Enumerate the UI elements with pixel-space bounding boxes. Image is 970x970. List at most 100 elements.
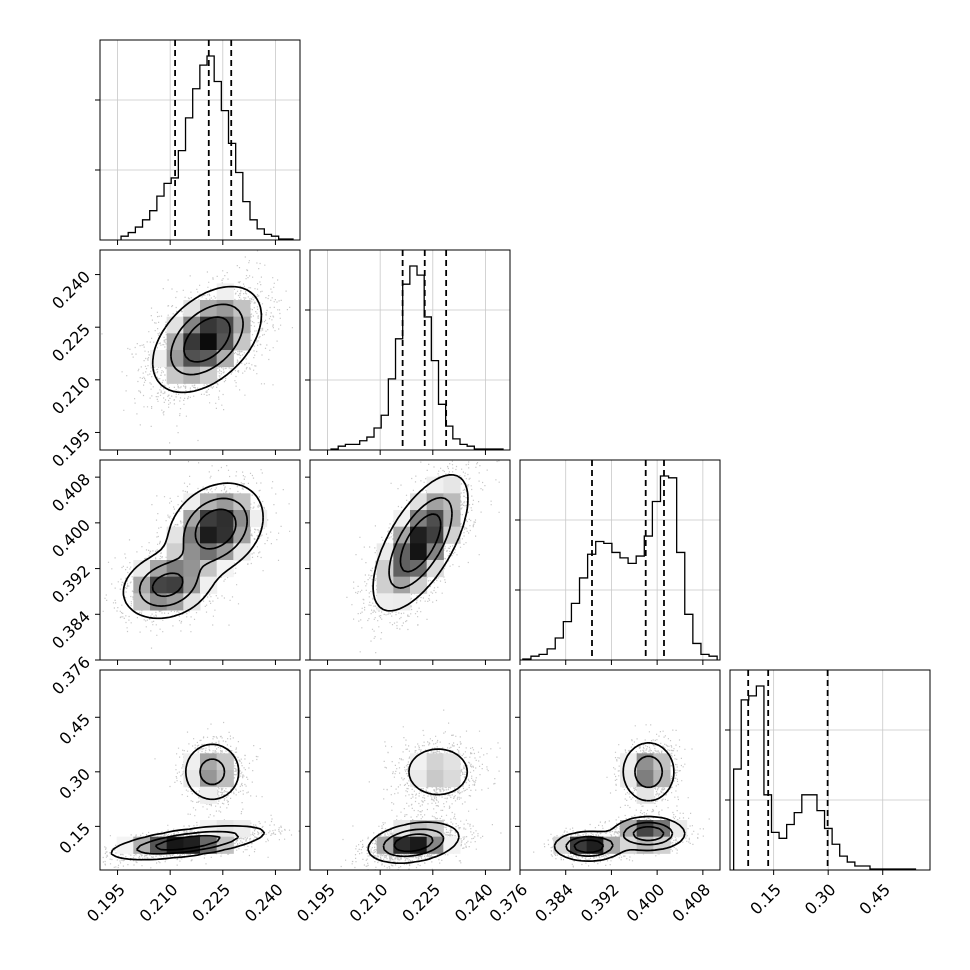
panel-content — [102, 461, 291, 649]
density-block — [216, 493, 234, 511]
diagonal-panel-3 — [725, 669, 931, 875]
density-block — [166, 350, 184, 368]
density-block — [133, 560, 151, 578]
contour-level-2 — [393, 833, 434, 853]
x-tick-label: 0.240 — [451, 880, 497, 926]
density-block — [636, 753, 654, 771]
density-block — [376, 593, 394, 611]
density-block — [426, 770, 444, 788]
density-block — [200, 560, 218, 578]
density-block — [443, 493, 461, 511]
contour-level-0 — [372, 473, 469, 612]
contour-level-1 — [170, 303, 244, 376]
histogram-step-line — [120, 55, 294, 240]
contour-level-1 — [382, 828, 445, 858]
density-block — [200, 366, 218, 384]
density-block — [410, 560, 428, 578]
scatter-panel-3-1 — [305, 669, 511, 875]
y-tick-label: 0.210 — [48, 372, 94, 418]
panel-frame — [519, 669, 721, 871]
density-block — [653, 820, 671, 838]
density-block — [443, 836, 461, 854]
density-block — [636, 820, 654, 838]
y-tick-label: 0.15 — [55, 819, 94, 858]
scatter-panel-3-0 — [95, 669, 301, 875]
contour-level-2 — [573, 825, 665, 854]
y-tick-label: 0.30 — [55, 764, 94, 803]
panel-content — [340, 709, 502, 870]
density-block — [166, 316, 184, 334]
density-block — [166, 593, 184, 611]
density-block — [443, 770, 461, 788]
density-block — [233, 543, 251, 561]
y-tick-label: 0.392 — [48, 561, 94, 607]
density-block — [200, 770, 218, 788]
density-block — [216, 510, 234, 528]
contour-level-1 — [388, 496, 453, 589]
panel-frame — [99, 39, 301, 241]
density-block — [216, 526, 234, 544]
contour-level-2 — [399, 513, 442, 573]
density-block — [443, 476, 461, 494]
density-block — [216, 770, 234, 788]
scatter-points — [346, 460, 500, 654]
density-block — [200, 753, 218, 771]
density-block — [426, 476, 444, 494]
density-block — [216, 753, 234, 771]
panel-content — [102, 721, 300, 869]
density-block — [216, 333, 234, 351]
density-block — [410, 493, 428, 511]
x-tick-label: 0.384 — [531, 880, 577, 926]
density-block — [200, 786, 218, 804]
contour-level-0 — [151, 285, 263, 394]
density-block — [376, 576, 394, 594]
density-block — [166, 526, 184, 544]
contour-level-1 — [565, 755, 674, 857]
contour-level-0 — [122, 482, 264, 620]
density-block — [216, 820, 234, 838]
contour-level-2 — [151, 508, 237, 598]
density-block — [166, 333, 184, 351]
contour-level-0 — [553, 742, 686, 862]
scatter-panel-1-0 — [95, 249, 301, 455]
density-block — [200, 576, 218, 594]
histogram-step-line — [732, 685, 917, 870]
density-block — [183, 836, 201, 854]
contour-level-0 — [367, 748, 469, 865]
density-block — [216, 300, 234, 318]
panel-frame — [309, 249, 511, 451]
diagonal-panel-1 — [305, 249, 511, 455]
density-block — [376, 543, 394, 561]
density-block — [410, 770, 428, 788]
scatter-panel-3-2 — [515, 669, 721, 875]
density-block — [200, 300, 218, 318]
x-tick-label: 0.392 — [577, 880, 623, 926]
density-block — [166, 543, 184, 561]
density-block — [200, 510, 218, 528]
density-block — [410, 526, 428, 544]
density-block — [670, 820, 688, 838]
x-tick-label: 0.225 — [188, 880, 234, 926]
density-block — [426, 543, 444, 561]
diagonal-panel-0 — [95, 39, 301, 245]
y-tick-label: 0.240 — [48, 267, 94, 313]
density-block — [183, 493, 201, 511]
density-block — [376, 560, 394, 578]
density-block — [183, 350, 201, 368]
histogram-step-line — [522, 475, 718, 660]
density-block — [443, 526, 461, 544]
x-tick-label: 0.240 — [241, 880, 287, 926]
y-tick-label: 0.225 — [48, 320, 94, 366]
y-tick-label: 0.45 — [55, 710, 94, 749]
panel-frame — [99, 249, 301, 451]
x-tick-label: 0.210 — [136, 880, 182, 926]
density-block — [183, 560, 201, 578]
panel-content — [101, 250, 294, 444]
density-block — [133, 593, 151, 611]
density-block — [426, 836, 444, 854]
contour-level-2 — [154, 834, 221, 851]
panel-frame — [309, 459, 511, 661]
density-block — [620, 770, 638, 788]
density-block — [603, 836, 621, 854]
